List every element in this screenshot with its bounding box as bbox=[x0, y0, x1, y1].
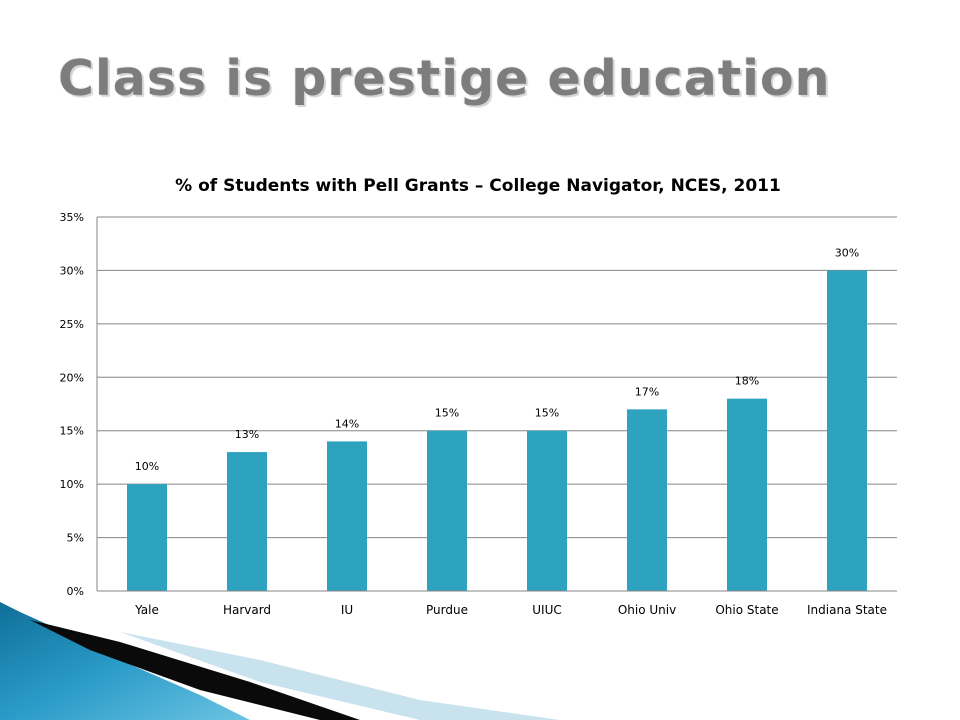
deco-dark-shape bbox=[30, 620, 360, 720]
data-label: 14% bbox=[335, 417, 359, 430]
y-axis-tick-labels: 0% 5% 10% 15% 20% 25% 30% 35% bbox=[60, 211, 84, 598]
bar bbox=[427, 430, 467, 591]
y-tick-label: 35% bbox=[60, 211, 84, 224]
gridlines bbox=[97, 216, 897, 539]
category-label: Yale bbox=[134, 603, 159, 617]
category-label: Ohio State bbox=[715, 603, 778, 617]
data-label: 18% bbox=[735, 375, 759, 388]
y-tick-label: 30% bbox=[60, 264, 84, 277]
category-label: Harvard bbox=[223, 603, 271, 617]
data-label: 17% bbox=[635, 385, 659, 398]
data-labels: 10% 13% 14% 15% 15% 17% 18% 30% bbox=[135, 246, 859, 473]
bar bbox=[127, 484, 167, 591]
y-tick-label: 25% bbox=[60, 318, 84, 331]
bar bbox=[227, 452, 267, 591]
bars bbox=[127, 270, 867, 591]
y-tick-label: 0% bbox=[67, 585, 84, 598]
deco-light-shape bbox=[120, 632, 560, 720]
slide-title: Class is prestige education bbox=[58, 50, 831, 107]
decorative-swoosh bbox=[0, 602, 560, 720]
y-tick-label: 5% bbox=[67, 532, 84, 545]
y-tick-label: 15% bbox=[60, 425, 84, 438]
bar bbox=[327, 441, 367, 591]
data-label: 15% bbox=[535, 407, 559, 420]
data-label: 30% bbox=[835, 246, 859, 259]
x-axis-category-labels: Yale Harvard IU Purdue UIUC Ohio Univ Ohio Sta… bbox=[134, 603, 887, 617]
bar bbox=[727, 398, 767, 591]
data-label: 13% bbox=[235, 428, 259, 441]
y-tick-label: 20% bbox=[60, 371, 84, 384]
data-label: 10% bbox=[135, 460, 159, 473]
chart-title: % of Students with Pell Grants – College… bbox=[175, 176, 781, 196]
bar bbox=[527, 430, 567, 591]
y-tick-label: 10% bbox=[60, 478, 84, 491]
data-label: 15% bbox=[435, 407, 459, 420]
category-label: Ohio Univ bbox=[618, 603, 676, 617]
category-label: IU bbox=[341, 603, 353, 617]
category-label: Purdue bbox=[426, 603, 468, 617]
bar bbox=[827, 270, 867, 591]
category-label: UIUC bbox=[532, 603, 561, 617]
bar bbox=[627, 409, 667, 591]
category-label: Indiana State bbox=[807, 603, 887, 617]
